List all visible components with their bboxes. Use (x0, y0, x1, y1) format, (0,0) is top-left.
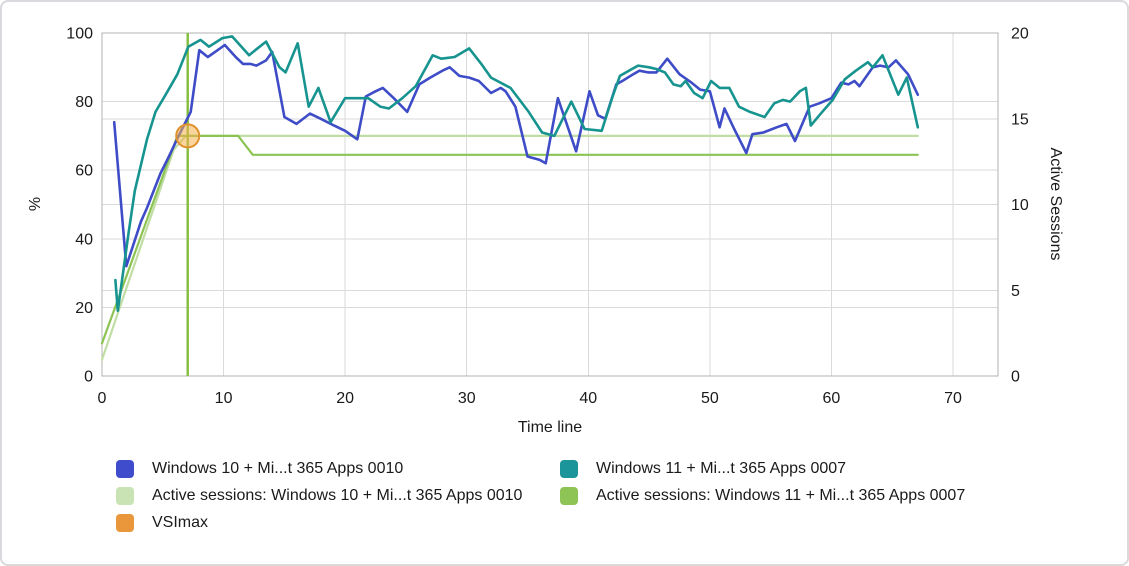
x-tick-label: 0 (98, 390, 107, 407)
y-left-tick-label: 60 (75, 163, 93, 180)
legend-item: Windows 10 + Mi...t 365 Apps 0010 (116, 459, 560, 478)
legend-swatch-icon (560, 459, 578, 478)
legend-label: VSImax (152, 513, 209, 531)
legend-swatch-icon (116, 459, 134, 478)
y-left-tick-label: 100 (66, 26, 93, 43)
y-left-tick-label: 80 (75, 94, 93, 111)
x-tick-label: 60 (823, 390, 841, 407)
legend-item: VSImax (116, 513, 560, 532)
y-right-tick-label: 0 (1011, 369, 1020, 386)
legend-item: Active sessions: Windows 11 + Mi...t 365… (560, 486, 966, 505)
legend-swatch-icon (116, 513, 134, 532)
legend-label: Windows 11 + Mi...t 365 Apps 0007 (596, 459, 847, 477)
x-tick-label: 50 (701, 390, 719, 407)
series-line (112, 43, 920, 268)
legend-label: Active sessions: Windows 11 + Mi...t 365… (596, 486, 966, 504)
y-left-tick-label: 20 (75, 300, 93, 317)
legend-item: Windows 11 + Mi...t 365 Apps 0007 (560, 459, 965, 478)
chart-dynamic-layer: 0 10 20 30 40 50 60 70 0 20 40 60 80 100 0 5 10 15 20 (66, 26, 1029, 408)
x-tick-label: 70 (944, 390, 962, 407)
x-axis-label: Time line (518, 419, 582, 436)
series-line (100, 134, 919, 345)
series-line (114, 35, 920, 313)
y-left-tick-label: 0 (84, 369, 93, 386)
y-right-tick-label: 10 (1011, 197, 1029, 214)
y-axis-label-right: Active Sessions (1047, 148, 1064, 261)
x-tick-label: 10 (215, 390, 233, 407)
y-right-tick-label: 5 (1011, 283, 1020, 300)
chart-canvas: 0 10 20 30 40 50 60 70 0 20 40 60 80 100 0 5 10 15 20 % Ac… (27, 26, 1064, 437)
y-axis-label-left: % (27, 197, 44, 211)
vsimax-marker (175, 123, 201, 149)
y-right-tick-label: 20 (1011, 26, 1029, 43)
x-tick-label: 40 (579, 390, 597, 407)
legend-item: Active sessions: Windows 10 + Mi...t 365… (116, 486, 560, 505)
plot-border (101, 32, 999, 377)
x-tick-label: 30 (458, 390, 476, 407)
y-right-tick-label: 15 (1011, 111, 1029, 128)
y-left-tick-label: 40 (75, 231, 93, 248)
legend-swatch-icon (560, 486, 578, 505)
legend-label: Active sessions: Windows 10 + Mi...t 365… (152, 486, 523, 504)
legend-swatch-icon (116, 486, 134, 505)
series-line (100, 134, 919, 361)
x-tick-label: 20 (336, 390, 354, 407)
legend-label: Windows 10 + Mi...t 365 Apps 0010 (152, 459, 404, 477)
chart-legend: Windows 10 + Mi...t 365 Apps 0010 Windows… (116, 459, 965, 532)
